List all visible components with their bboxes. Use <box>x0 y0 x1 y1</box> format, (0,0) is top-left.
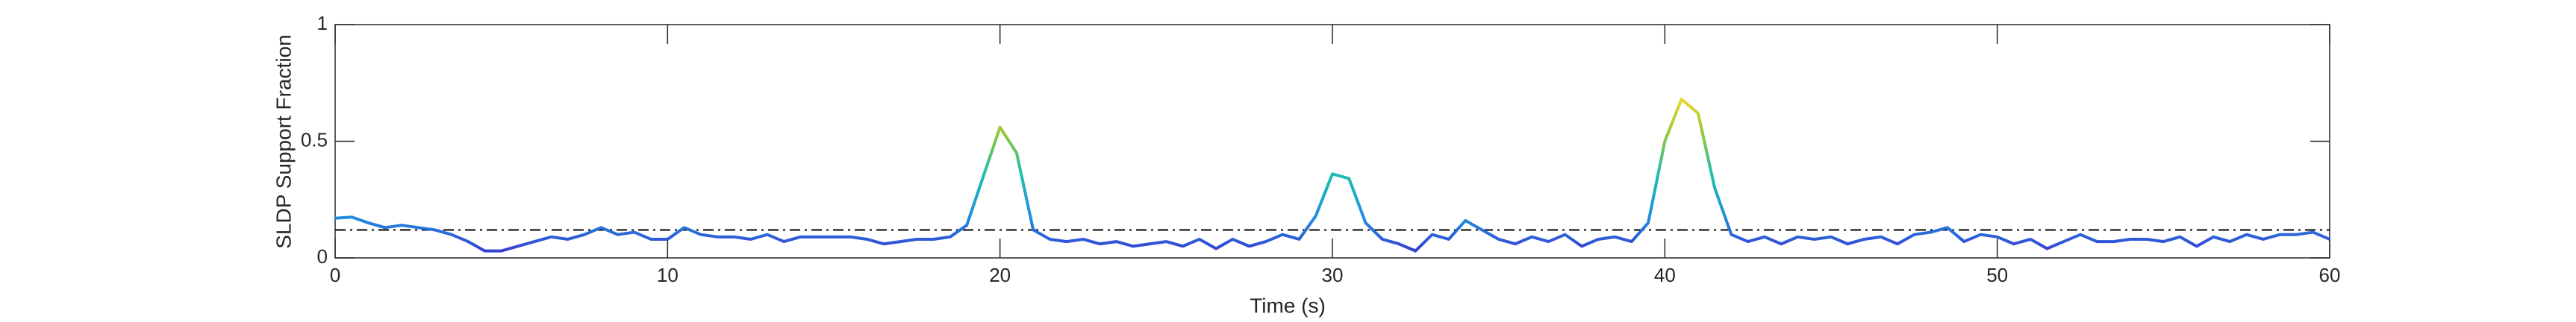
y-tick-label: 1 <box>317 12 328 34</box>
y-axis-label: SLDP Support Fraction <box>272 34 295 248</box>
x-tick-label: 20 <box>989 264 1011 286</box>
x-tick-label: 0 <box>330 264 340 286</box>
plot-frame <box>334 24 2330 259</box>
x-tick-label: 30 <box>1322 264 1344 286</box>
x-axis-label: Time (s) <box>1250 294 1326 317</box>
x-tick-label: 50 <box>1986 264 2008 286</box>
signal-line <box>334 98 2330 253</box>
x-tick-label: 60 <box>2319 264 2341 286</box>
x-tick-label: 40 <box>1654 264 1676 286</box>
y-tick-label: 0 <box>317 245 328 268</box>
x-tick-label: 10 <box>657 264 679 286</box>
y-tick-label: 0.5 <box>301 128 328 151</box>
